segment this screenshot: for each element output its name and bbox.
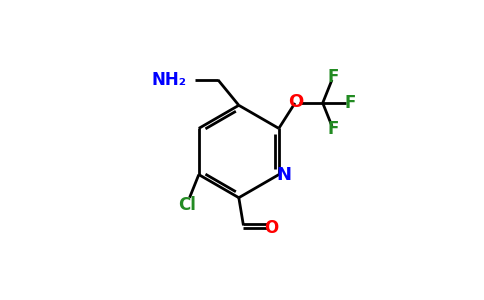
Text: O: O xyxy=(264,219,279,237)
Text: F: F xyxy=(327,68,339,86)
Text: O: O xyxy=(288,93,303,111)
Text: N: N xyxy=(276,166,291,184)
Text: Cl: Cl xyxy=(178,196,196,214)
Text: F: F xyxy=(327,120,339,138)
Text: NH₂: NH₂ xyxy=(152,71,187,89)
Text: F: F xyxy=(344,94,356,112)
